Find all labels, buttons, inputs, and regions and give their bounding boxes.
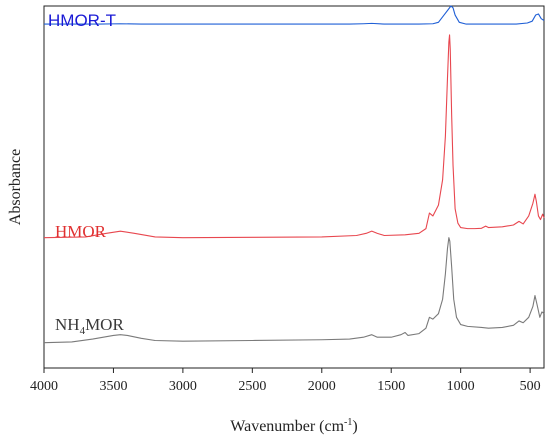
series-labels: HMOR-T HMOR NH4MOR [48, 11, 124, 337]
series-label-nh4mor: NH4MOR [55, 315, 124, 337]
x-tick-label-3500: 3500 [99, 379, 127, 394]
x-axis-label: Wavenumber (cm-1) [230, 417, 357, 435]
plot-frame [43, 5, 545, 369]
series-label-hmor: HMOR [55, 222, 107, 241]
series-line-hmor-t [44, 5, 545, 25]
series-group [43, 5, 545, 344]
x-tick-label-2500: 2500 [238, 379, 266, 394]
series-label-hmor-t: HMOR-T [48, 11, 116, 30]
x-axis-label-main: Wavenumber (cm [230, 418, 344, 435]
series-line-hmor [43, 34, 545, 239]
x-tick-label-2000: 2000 [308, 379, 336, 394]
x-tick-label-1000: 1000 [447, 379, 475, 394]
x-axis: 4000 3500 3000 2500 2000 1500 1000 500 [30, 368, 541, 394]
series-line-nh4mor [43, 237, 545, 344]
y-axis-label: Absorbance [7, 149, 24, 225]
x-tick-label-4000: 4000 [30, 379, 58, 394]
x-tick-label-500: 500 [520, 379, 541, 394]
x-axis-label-sup: -1 [344, 417, 352, 428]
x-axis-label-close: ) [352, 418, 357, 435]
x-tick-label-1500: 1500 [377, 379, 405, 394]
x-tick-label-3000: 3000 [169, 379, 197, 394]
